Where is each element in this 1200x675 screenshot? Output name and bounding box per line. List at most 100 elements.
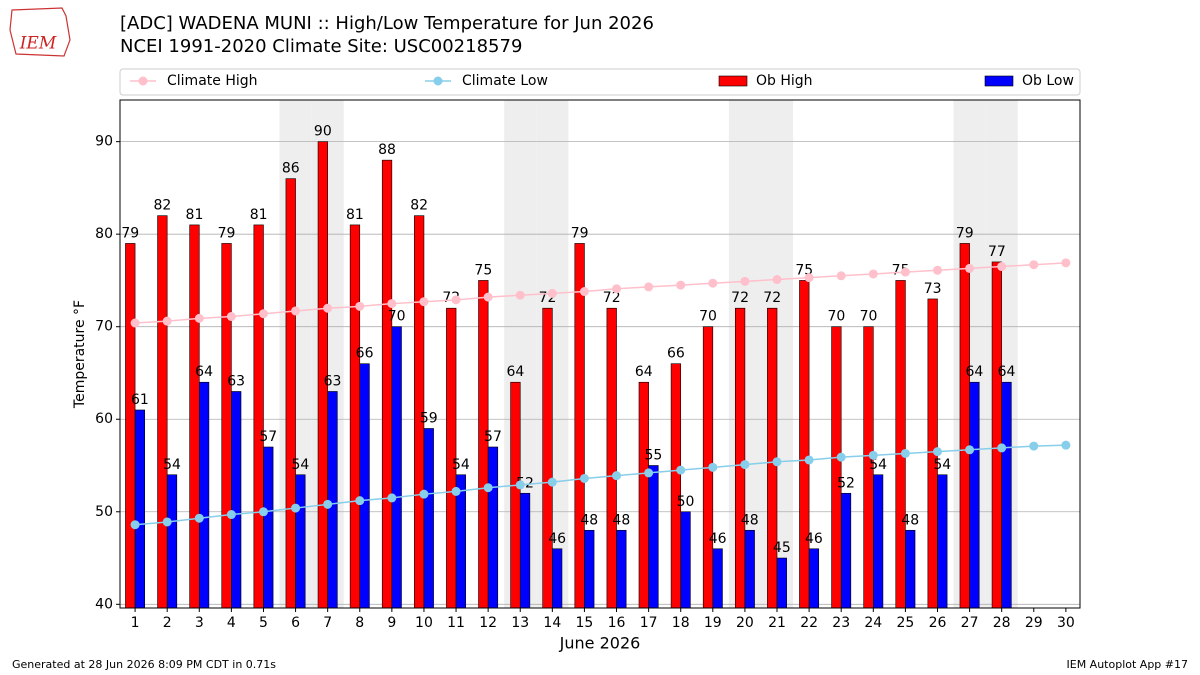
- point: [451, 295, 461, 305]
- bar: [510, 381, 521, 609]
- value-label: 81: [346, 207, 364, 223]
- point: [804, 273, 814, 283]
- bar: [991, 261, 1002, 609]
- point: [323, 303, 333, 313]
- bar: [808, 548, 820, 609]
- legend-swatch: [984, 75, 1014, 87]
- bar: [712, 548, 723, 609]
- value-label: 64: [507, 364, 525, 380]
- point: [226, 510, 236, 520]
- x-tick-label: 17: [640, 615, 658, 631]
- value-label: 79: [571, 225, 589, 241]
- point: [644, 468, 654, 478]
- bar: [1001, 381, 1012, 609]
- value-label: 48: [741, 512, 759, 528]
- x-tick-label: 7: [323, 615, 332, 631]
- bar: [166, 474, 178, 609]
- bar: [905, 529, 916, 609]
- legend-label: Ob High: [756, 73, 813, 89]
- value-label: 61: [131, 392, 149, 408]
- x-tick-label: 6: [291, 615, 300, 631]
- point: [162, 517, 172, 527]
- value-label: 46: [805, 531, 823, 547]
- point: [676, 280, 686, 290]
- point: [1029, 260, 1039, 270]
- point: [387, 299, 397, 309]
- point: [836, 452, 846, 462]
- value-label: 82: [153, 198, 171, 214]
- point: [162, 316, 172, 326]
- bar: [198, 381, 210, 609]
- bar: [295, 474, 306, 609]
- x-tick-label: 3: [195, 615, 204, 631]
- bar: [231, 391, 242, 609]
- value-label: 54: [452, 457, 470, 473]
- point: [419, 489, 429, 499]
- value-label: 46: [709, 531, 727, 547]
- point: [355, 301, 365, 311]
- value-label: 75: [474, 262, 492, 278]
- line: [135, 262, 1066, 324]
- point: [868, 450, 878, 460]
- bar: [734, 307, 746, 609]
- point: [708, 278, 718, 288]
- y-tick-label: 80: [95, 226, 113, 242]
- point: [772, 457, 782, 467]
- point: [1029, 441, 1039, 451]
- x-tick-label: 2: [163, 615, 172, 631]
- bar: [189, 224, 200, 609]
- value-label: 66: [667, 346, 685, 362]
- value-label: 64: [635, 364, 653, 380]
- x-tick-label: 19: [704, 615, 722, 631]
- value-label: 57: [259, 429, 277, 445]
- value-label: 48: [580, 512, 598, 528]
- point: [708, 462, 718, 472]
- bar: [831, 326, 842, 609]
- line: [135, 444, 1066, 526]
- x-tick-label: 8: [355, 615, 364, 631]
- value-label: 54: [291, 457, 309, 473]
- bar: [574, 243, 585, 609]
- x-tick-label: 9: [387, 615, 396, 631]
- x-tick-label: 15: [576, 615, 594, 631]
- point: [258, 309, 268, 319]
- value-label: 81: [250, 207, 268, 223]
- bar: [381, 159, 393, 609]
- point: [612, 284, 622, 294]
- bar: [542, 307, 553, 609]
- y-tick-label: 40: [95, 596, 113, 612]
- point: [483, 483, 493, 493]
- point: [515, 480, 525, 490]
- point: [419, 297, 429, 307]
- y-tick-label: 70: [95, 319, 113, 335]
- x-tick-label: 1: [131, 615, 140, 631]
- x-tick-label: 29: [1025, 615, 1043, 631]
- logo-text: IEM: [19, 34, 57, 54]
- x-tick-label: 18: [672, 615, 690, 631]
- value-label: 70: [388, 309, 406, 325]
- bar: [840, 492, 852, 609]
- point: [644, 282, 654, 292]
- point: [130, 318, 140, 328]
- point: [676, 465, 686, 475]
- bar: [959, 243, 970, 609]
- value-label: 52: [837, 475, 855, 491]
- bar: [744, 529, 755, 609]
- bar: [552, 548, 563, 609]
- x-tick-label: 10: [415, 615, 433, 631]
- value-label: 66: [356, 346, 374, 362]
- point: [130, 520, 140, 530]
- chart-title: [ADC] WADENA MUNI :: High/Low Temperatur…: [120, 13, 654, 34]
- x-tick-label: 20: [736, 615, 754, 631]
- bar: [638, 381, 649, 609]
- value-label: 48: [901, 512, 919, 528]
- x-tick-label: 30: [1057, 615, 1075, 631]
- point: [932, 447, 942, 457]
- point: [900, 448, 910, 458]
- bar: [253, 224, 264, 609]
- value-label: 72: [603, 290, 621, 306]
- legend-marker: [433, 76, 443, 86]
- value-label: 48: [612, 512, 630, 528]
- point: [194, 513, 204, 523]
